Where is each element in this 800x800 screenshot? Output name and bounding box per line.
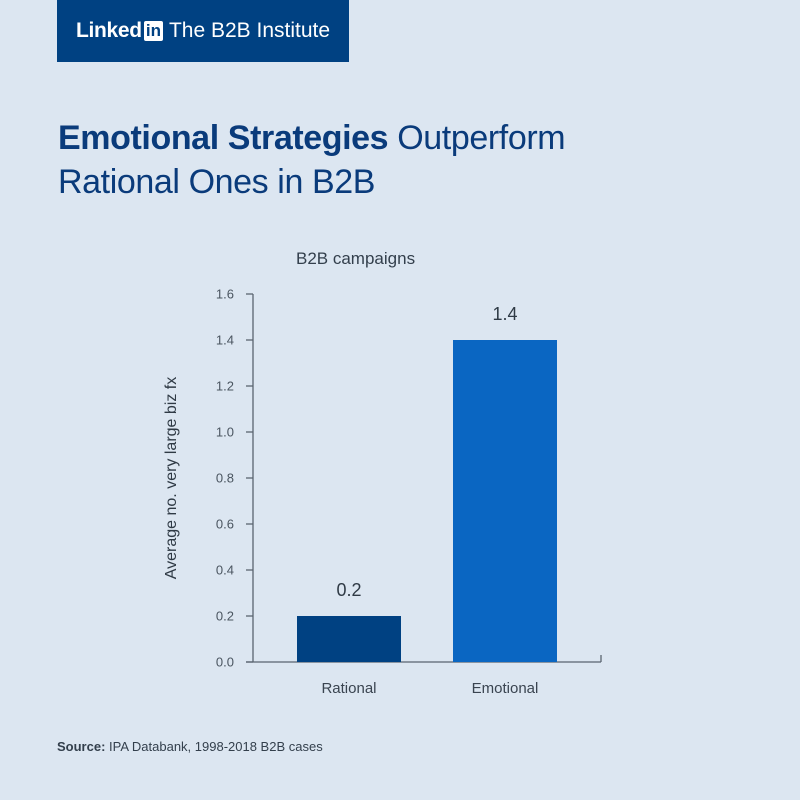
y-axis-title: Average no. very large biz fx xyxy=(163,377,180,579)
y-tick-label: 1.6 xyxy=(216,287,234,302)
y-tick-label: 1.4 xyxy=(216,333,234,348)
bar-rational xyxy=(297,616,401,662)
bars xyxy=(297,340,557,662)
y-axis: 0.0 0.2 0.4 0.6 0.8 1.0 1.2 1.4 1.6 xyxy=(216,287,254,670)
y-tick-label: 0.8 xyxy=(216,471,234,486)
chart-title: B2B campaigns xyxy=(296,249,416,268)
y-tick-label: 0.2 xyxy=(216,609,234,624)
y-tick-label: 0.4 xyxy=(216,563,234,578)
page-title-regular: Outperform Rational Ones in B2B xyxy=(58,119,566,201)
y-tick-label: 0.6 xyxy=(216,517,234,532)
data-label-rational: 0.2 xyxy=(336,580,361,600)
brand-header: Linked in The B2B Institute xyxy=(57,0,349,62)
linkedin-wordmark: Linked xyxy=(75,19,142,42)
x-category-label: Emotional xyxy=(472,680,539,697)
page-title-bold: Emotional Strategies xyxy=(58,119,389,157)
source-label: Source: xyxy=(57,739,106,754)
y-tick-label: 1.0 xyxy=(216,425,234,440)
page-title: Emotional Strategies Outperform Rational… xyxy=(58,116,678,204)
brand-name: The B2B Institute xyxy=(168,19,331,42)
bar-emotional xyxy=(453,340,557,662)
linkedin-in-logo-icon: in xyxy=(143,21,163,41)
y-tick-label: 0.0 xyxy=(216,655,234,670)
y-tick-label: 1.2 xyxy=(216,379,234,394)
x-category-label: Rational xyxy=(321,680,376,697)
source-note: Source: IPA Databank, 1998-2018 B2B case… xyxy=(57,739,323,754)
data-label-emotional: 1.4 xyxy=(492,304,517,324)
source-text: IPA Databank, 1998-2018 B2B cases xyxy=(105,739,323,754)
data-labels: 0.2 1.4 xyxy=(336,304,517,600)
